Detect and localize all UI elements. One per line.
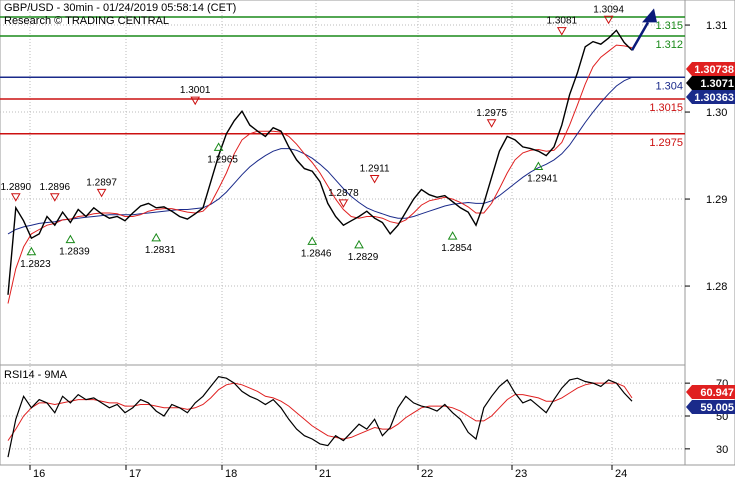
y-tick-label: 1.28: [706, 281, 727, 293]
price-tag-price: [686, 76, 735, 90]
price-tag-ma_fast: [686, 62, 735, 76]
high-label: 1.3001: [180, 85, 211, 96]
rsi-ma-line: [7, 382, 633, 441]
slow-ma-line: [7, 76, 633, 235]
high-marker-icon: [603, 15, 614, 25]
y-tick-label: 1.29: [706, 194, 727, 206]
low-marker-icon: [354, 239, 364, 249]
fast-ma-line: [7, 44, 633, 304]
low-label: 1.2941: [527, 174, 558, 185]
projection-arrow: [630, 21, 650, 51]
price-tag-ma_slow: [686, 90, 735, 104]
high-marker-icon: [486, 119, 497, 128]
x-tick-label: 18: [225, 468, 237, 480]
level-label: 1.315: [655, 20, 683, 32]
high-label: 1.2897: [86, 177, 117, 188]
high-label: 1.2975: [476, 108, 507, 119]
x-tick-label: 24: [615, 468, 627, 480]
y-tick-label: 1.31: [706, 20, 727, 32]
rsi-panel-frame: [0, 364, 686, 466]
x-tick-label: 21: [319, 468, 331, 480]
price-line: [7, 29, 633, 295]
rsi-line: [7, 375, 633, 458]
price-panel-frame: [0, 0, 686, 366]
low-marker-icon: [447, 231, 458, 240]
price-tag-label: 1.30738: [694, 64, 734, 76]
high-marker-icon: [96, 188, 107, 198]
low-marker-icon: [307, 236, 318, 245]
high-marker-icon: [338, 199, 349, 208]
high-label: 1.3081: [547, 16, 578, 27]
rsi-panel-title: RSI14 - 9MA: [4, 369, 68, 381]
rsi-tick-label: 30: [716, 444, 728, 456]
high-label: 1.3094: [593, 4, 624, 15]
low-marker-icon: [533, 161, 544, 171]
level-label: 1.2975: [649, 137, 683, 149]
chart-subtitle: Research © TRADING CENTRAL: [4, 15, 169, 27]
price-tag-label: 60.947: [700, 387, 734, 399]
high-marker-icon: [10, 193, 21, 202]
high-label: 1.2911: [360, 163, 390, 174]
low-label: 1.2839: [59, 247, 90, 258]
x-tick-label: 16: [33, 468, 45, 480]
high-label: 1.2890: [1, 182, 32, 193]
high-label: 1.2878: [328, 188, 359, 199]
low-marker-icon: [213, 142, 224, 151]
high-label: 1.2896: [40, 182, 71, 193]
y-tick-label: 1.30: [706, 107, 727, 119]
low-label: 1.2965: [207, 154, 238, 165]
low-label: 1.2829: [348, 252, 379, 263]
high-marker-icon: [190, 96, 201, 106]
projection-arrowhead: [642, 8, 657, 23]
high-marker-icon: [556, 27, 567, 36]
level-label: 1.304: [655, 80, 683, 92]
low-label: 1.2846: [301, 248, 332, 259]
low-label: 1.2831: [145, 245, 176, 256]
high-marker-icon: [49, 193, 60, 202]
chart-title: GBP/USD - 30min - 01/24/2019 05:58:14 (C…: [4, 2, 236, 14]
x-tick-label: 22: [421, 468, 433, 480]
low-marker-icon: [151, 232, 162, 242]
x-tick-label: 23: [515, 468, 527, 480]
level-label: 1.312: [655, 39, 683, 51]
price-tag-label: 59.005: [700, 402, 734, 414]
high-marker-icon: [369, 174, 380, 184]
price-tag-label: 1.3071: [700, 78, 734, 90]
price-tag-rsi_ma: [686, 385, 735, 399]
x-tick-label: 17: [129, 468, 141, 480]
price-tag-label: 1.30363: [694, 92, 734, 104]
low-label: 1.2854: [441, 243, 472, 254]
low-marker-icon: [26, 246, 37, 256]
price-tag-rsi: [686, 400, 735, 414]
low-marker-icon: [65, 234, 76, 244]
low-label: 1.2823: [20, 259, 51, 270]
level-label: 1.3015: [649, 102, 683, 114]
